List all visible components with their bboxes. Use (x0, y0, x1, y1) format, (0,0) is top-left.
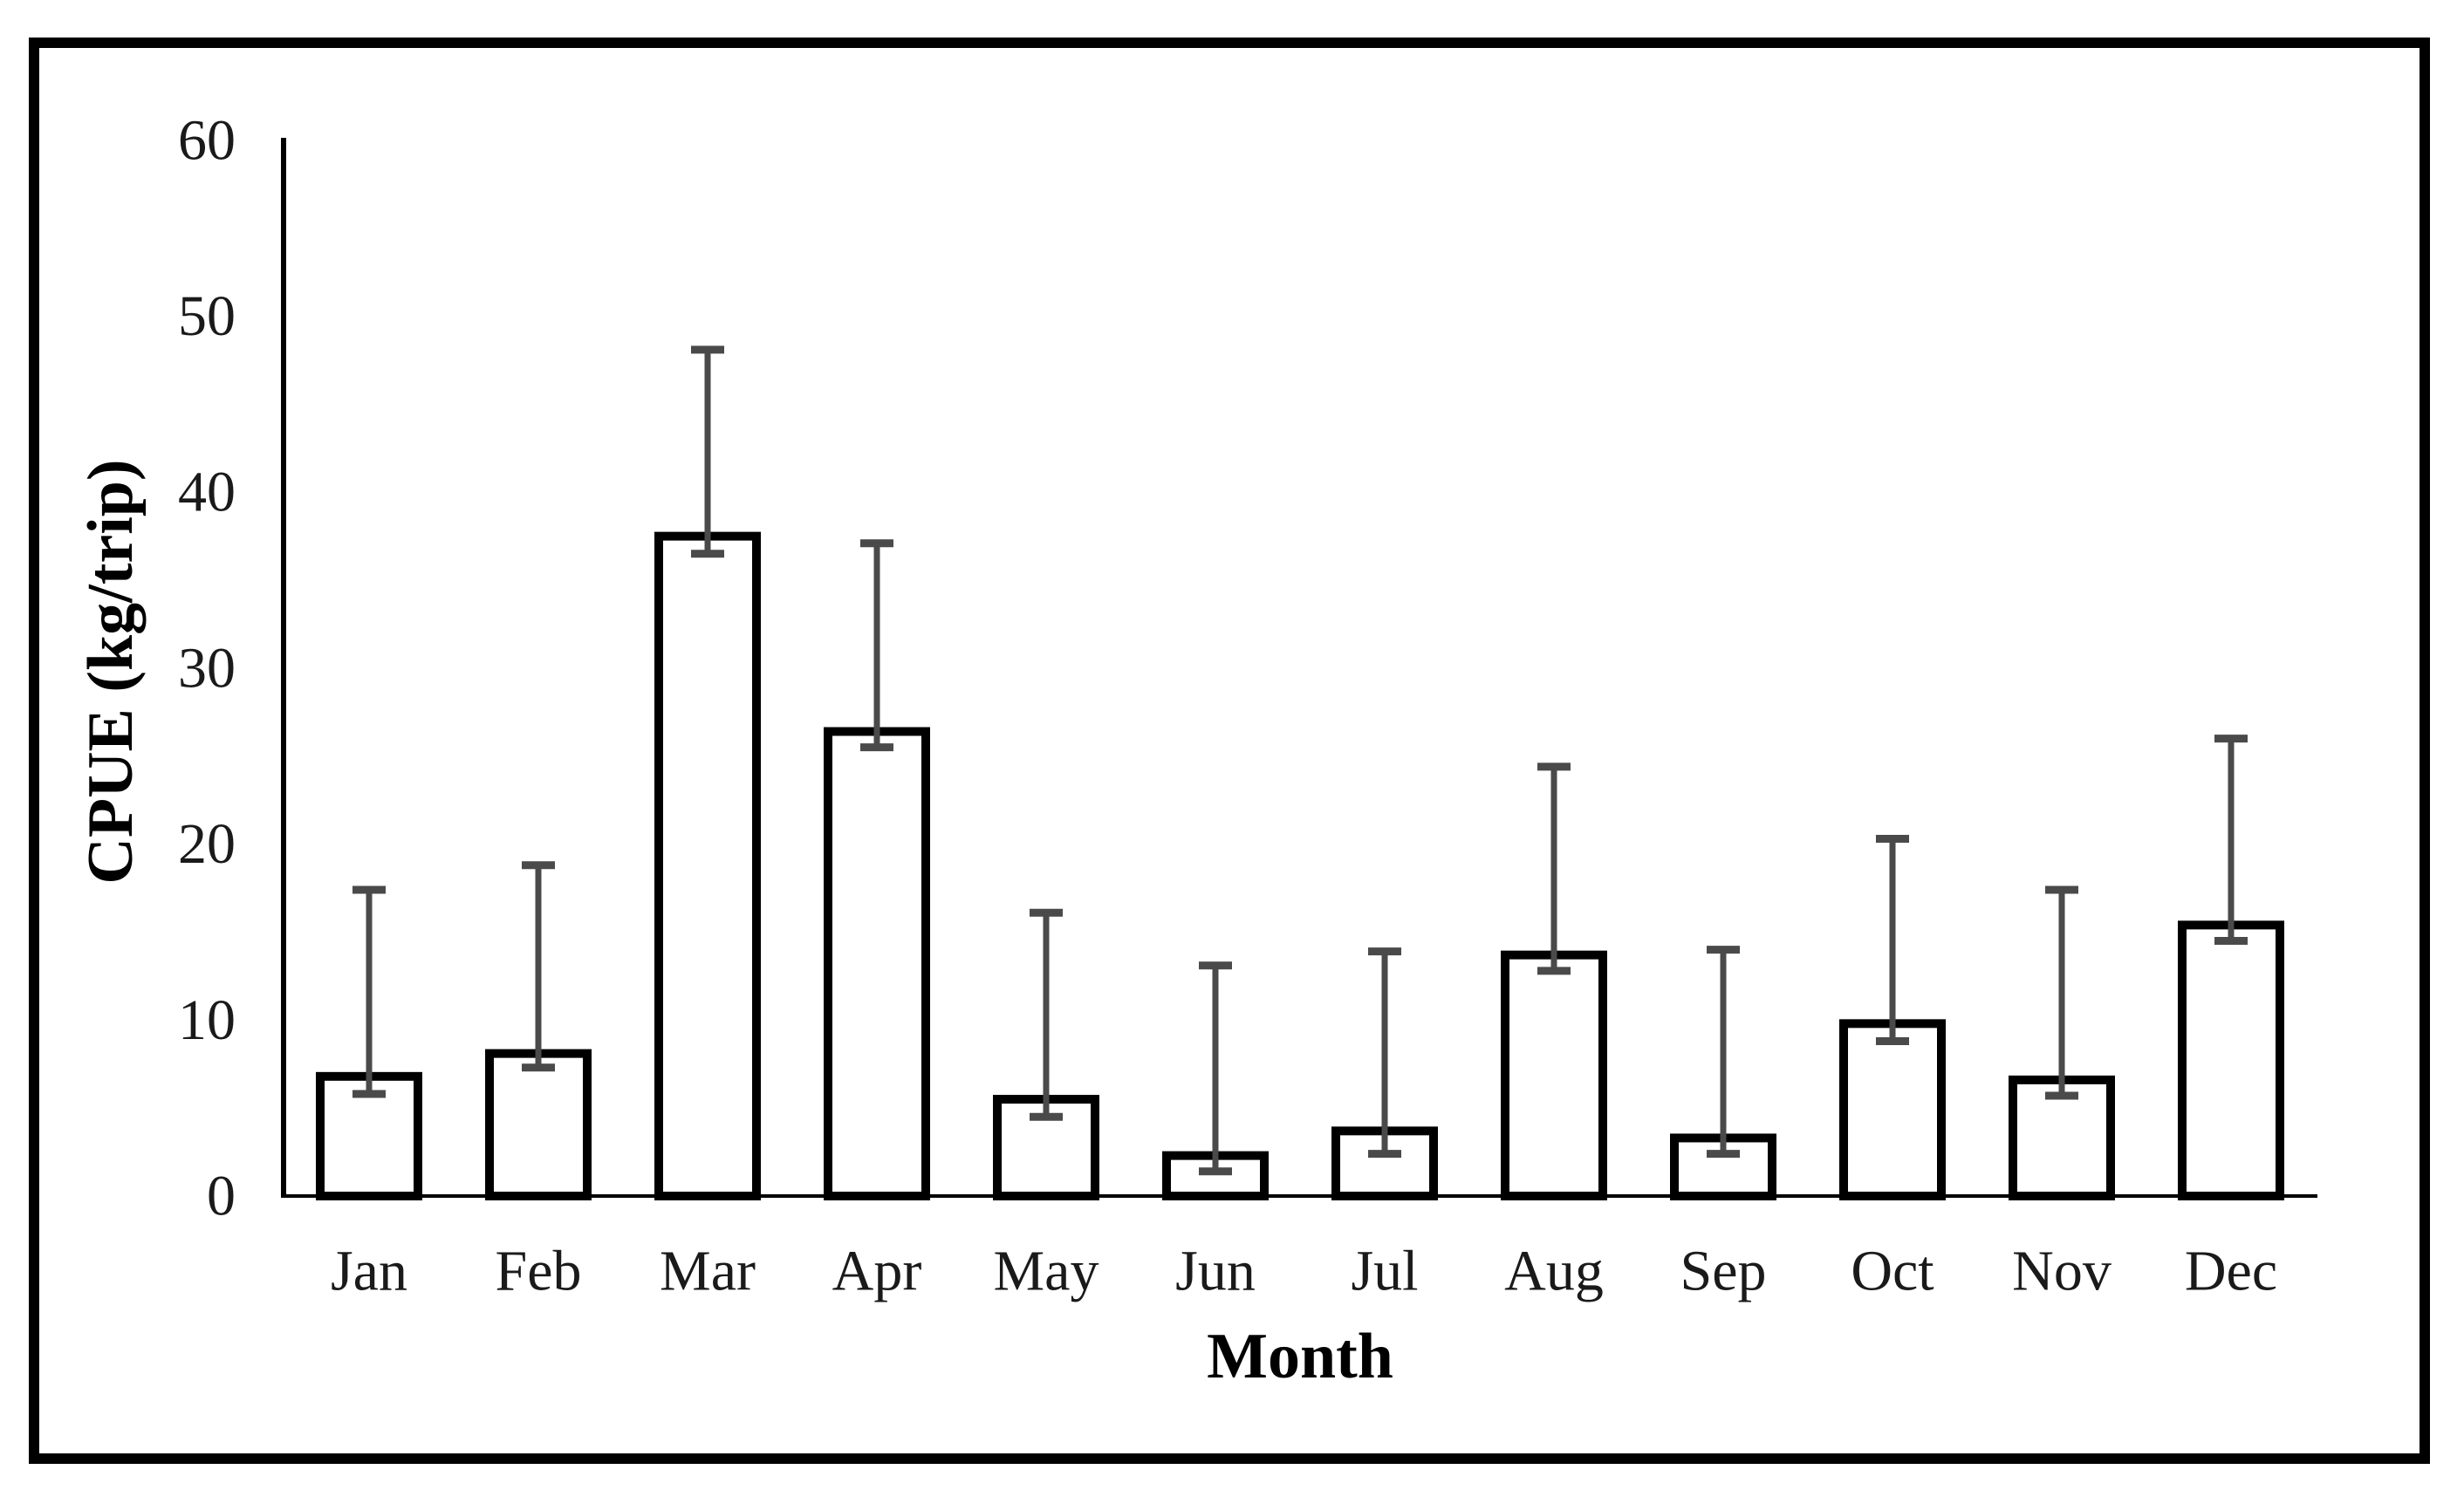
x-tick-label-jan: Jan (331, 1240, 407, 1303)
x-tick-label-dec: Dec (2185, 1240, 2277, 1303)
error-bar-nov (2045, 885, 2078, 1100)
error-bar-sep (1707, 946, 1740, 1159)
x-tick-label-nov: Nov (2012, 1240, 2112, 1303)
y-tick-label-60: 60 (178, 108, 236, 172)
bars-layer (316, 531, 2284, 1201)
error-bar-jun (1199, 961, 1232, 1176)
bar-mar (654, 531, 761, 1200)
error-bar-may (1030, 908, 1063, 1121)
x-tick-label-mar: Mar (660, 1240, 756, 1303)
error-bars-layer (352, 345, 2248, 1176)
bar-oct (1839, 1019, 1946, 1200)
error-bar-dec (2214, 735, 2248, 946)
x-tick-label-sep: Sep (1680, 1240, 1767, 1303)
bar-feb (485, 1049, 592, 1201)
error-bar-feb (522, 861, 555, 1072)
y-tick-label-20: 20 (178, 812, 236, 876)
axes-layer (281, 138, 2317, 1198)
x-tick-label-aug: Aug (1504, 1240, 1604, 1303)
x-tick-label-feb: Feb (496, 1240, 582, 1303)
error-bar-mar (691, 345, 724, 558)
y-tick-label-30: 30 (178, 636, 236, 700)
x-tick-label-jul: Jul (1351, 1240, 1418, 1303)
x-tick-label-apr: Apr (832, 1240, 922, 1303)
x-axis-title: Month (1207, 1321, 1393, 1392)
error-bar-apr (860, 539, 893, 752)
y-tick-label-10: 10 (178, 988, 236, 1052)
y-tick-label-40: 40 (178, 461, 236, 524)
y-tick-label-50: 50 (178, 284, 236, 348)
x-tick-label-oct: Oct (1851, 1240, 1934, 1303)
y-axis-title: CPUE (kg/trip) (75, 459, 147, 884)
bar-dec (2178, 920, 2284, 1200)
bar-apr (824, 727, 930, 1200)
error-bar-oct (1876, 835, 1909, 1046)
x-tick-label-jun: Jun (1175, 1240, 1256, 1303)
error-bar-aug (1537, 762, 1571, 975)
error-bar-jan (352, 885, 386, 1098)
error-bar-jul (1368, 947, 1401, 1159)
x-tick-label-may: May (994, 1240, 1099, 1303)
bar-aug (1501, 950, 1607, 1201)
y-tick-label-0: 0 (207, 1165, 236, 1228)
axis-labels-layer: 0 10 20 30 40 50 60 Jan Feb Mar Apr May Jun Jul Aug Sep… (178, 108, 2277, 1302)
figure-border (29, 38, 2430, 1464)
